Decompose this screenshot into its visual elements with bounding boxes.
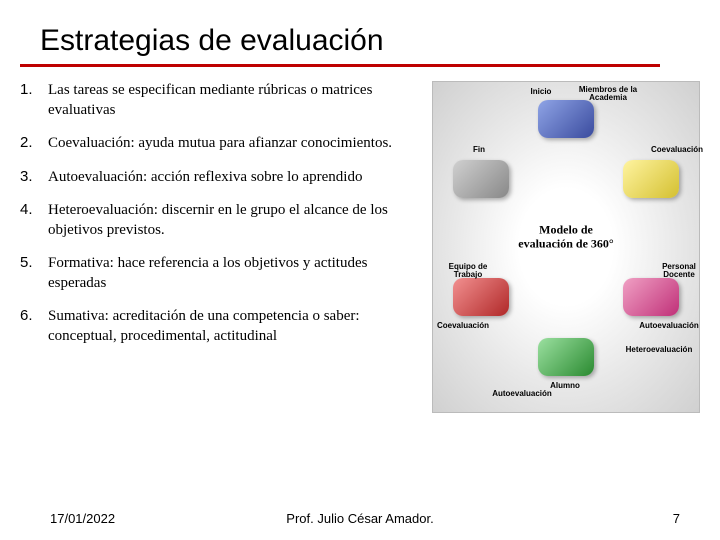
diagram-node (453, 160, 509, 198)
footer: 17/01/2022 Prof. Julio César Amador. 7 (0, 511, 720, 526)
item-text: Heteroevaluación: discernir en le grupo … (48, 201, 424, 240)
diagram-label: Coevaluación (433, 322, 493, 330)
diagram-label: Coevaluación (651, 146, 701, 154)
slide: Estrategias de evaluación 1. Las tareas … (0, 0, 720, 540)
item-number: 1. (20, 81, 48, 98)
diagram-label: Heteroevaluación (619, 346, 699, 354)
item-number: 3. (20, 168, 48, 185)
diagram-label: Equipo de Trabajo (443, 263, 493, 280)
list-item: 1. Las tareas se especifican mediante rú… (20, 81, 424, 120)
diagram-center-label: Modelo de evaluación de 360° (516, 223, 616, 252)
diagram-node (538, 338, 594, 376)
item-number: 4. (20, 201, 48, 218)
diagram-label: Miembros de la Academia (578, 86, 638, 103)
diagram-label: Personal Docente (651, 263, 707, 280)
footer-page: 7 (673, 511, 680, 526)
diagram-node (538, 100, 594, 138)
item-text: Autoevaluación: acción reflexiva sobre l… (48, 168, 362, 188)
list-column: 1. Las tareas se especifican mediante rú… (20, 81, 432, 421)
diagram-node (453, 278, 509, 316)
item-number: 5. (20, 254, 48, 271)
diagram-label: Fin (469, 146, 489, 154)
item-text: Coevaluación: ayuda mutua para afianzar … (48, 134, 392, 154)
diagram-label: Autoevaluación (487, 390, 557, 398)
diagram-node (623, 278, 679, 316)
diagram-label: Autoevaluación (639, 322, 699, 330)
list-item: 6. Sumativa: acreditación de una compete… (20, 307, 424, 346)
item-text: Sumativa: acreditación de una competenci… (48, 307, 424, 346)
footer-date: 17/01/2022 (50, 511, 115, 526)
item-number: 6. (20, 307, 48, 324)
list-item: 2. Coevaluación: ayuda mutua para afianz… (20, 134, 424, 154)
list-item: 5. Formativa: hace referencia a los obje… (20, 254, 424, 293)
title-area: Estrategias de evaluación (0, 0, 720, 67)
footer-author: Prof. Julio César Amador. (286, 511, 433, 526)
list-item: 3. Autoevaluación: acción reflexiva sobr… (20, 168, 424, 188)
diagram-column: Modelo de evaluación de 360° Inicio Miemb… (432, 81, 700, 421)
item-number: 2. (20, 134, 48, 151)
diagram-label: Inicio (526, 88, 556, 96)
content-area: 1. Las tareas se especifican mediante rú… (0, 67, 720, 421)
diagram-360: Modelo de evaluación de 360° Inicio Miemb… (432, 81, 700, 413)
list-item: 4. Heteroevaluación: discernir en le gru… (20, 201, 424, 240)
slide-title: Estrategias de evaluación (40, 24, 680, 58)
item-text: Formativa: hace referencia a los objetiv… (48, 254, 424, 293)
diagram-node (623, 160, 679, 198)
item-text: Las tareas se especifican mediante rúbri… (48, 81, 424, 120)
